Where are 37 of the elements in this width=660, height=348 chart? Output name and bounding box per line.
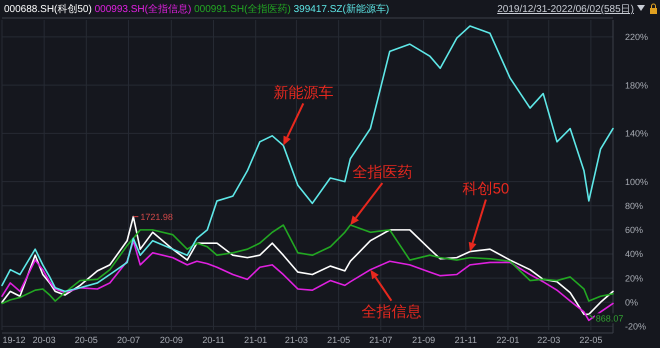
y-tick-label: 20% — [625, 273, 644, 284]
text: 000993.SH(全指信息) — [94, 3, 194, 15]
text: 000688.SH(科创50) — [4, 3, 95, 15]
y-tick-label: 0% — [625, 297, 638, 308]
y-tick-label: 140% — [625, 128, 648, 139]
x-tick-label: 22-03 — [537, 335, 560, 345]
y-tick-label: 60% — [625, 225, 644, 236]
x-tick-label: 21-07 — [369, 335, 392, 345]
x-tick-label: 20-11 — [202, 335, 225, 345]
y-tick-label: 180% — [625, 80, 648, 90]
x-tick-label: 19-12 — [2, 335, 26, 345]
annotation: 868.07 — [596, 313, 624, 324]
x-tick-label: 20-03 — [32, 335, 56, 345]
annotation: 全指医药 — [352, 164, 412, 182]
y-tick-label: 80% — [625, 200, 644, 211]
x-tick-label: 20-07 — [116, 335, 140, 345]
x-tick-label: 22-01 — [496, 335, 520, 345]
annotation: 科创50 — [462, 180, 510, 198]
x-tick-label: 21-03 — [284, 335, 308, 345]
x-tick-label: 21-01 — [244, 335, 268, 345]
x-tick-label: 22-05 — [579, 335, 602, 345]
x-tick-label: 21-09 — [412, 335, 436, 345]
y-tick-label: 40% — [625, 249, 644, 260]
x-tick-label: 21-11 — [454, 335, 477, 345]
text: 399417.SZ(新能源车) — [294, 3, 390, 15]
y-tick-label: 220% — [625, 32, 648, 42]
annotation: 1721.98 — [140, 212, 173, 222]
y-tick-label: -20% — [625, 322, 646, 332]
x-tick-label: 21-05 — [327, 335, 350, 345]
x-tick-label: 20-05 — [74, 335, 98, 345]
annotation: 新能源车 — [273, 84, 334, 102]
line-series — [1, 25, 614, 292]
y-tick-label: 100% — [625, 176, 648, 187]
chart-subtitle: 2019/12/31-2022/06/02(585日) — [497, 4, 634, 15]
x-tick-label: 20-09 — [160, 335, 183, 345]
text: 000991.SH(全指医药) — [194, 3, 294, 15]
annotation: 全指信息 — [361, 304, 422, 321]
